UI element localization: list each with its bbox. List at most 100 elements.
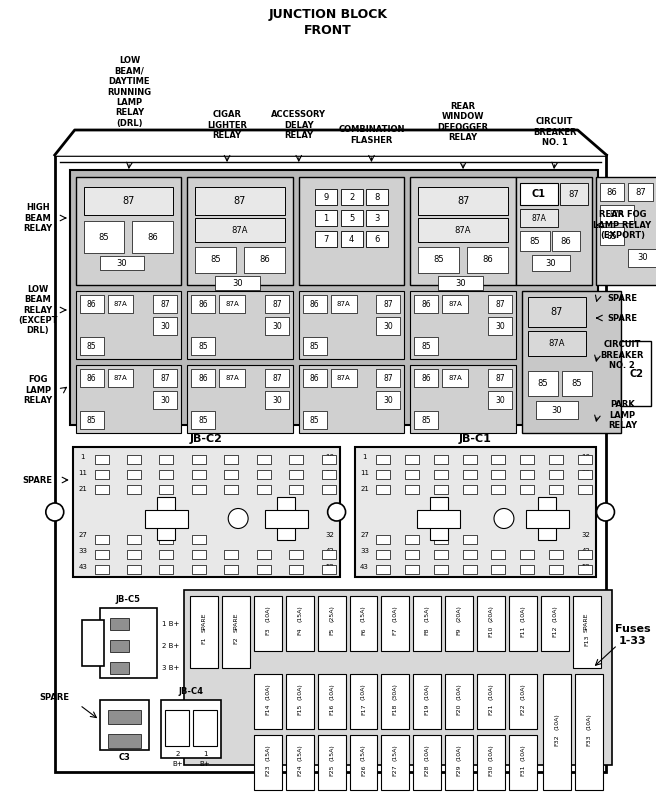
Circle shape — [494, 508, 514, 528]
Polygon shape — [55, 130, 606, 155]
Bar — [257, 485, 271, 494]
Text: 11: 11 — [78, 470, 87, 476]
Bar — [331, 295, 357, 313]
Text: 86: 86 — [606, 188, 617, 196]
Text: 43: 43 — [360, 564, 369, 570]
Bar — [520, 550, 534, 559]
Bar — [543, 674, 571, 790]
Bar — [376, 485, 390, 494]
Bar — [577, 485, 592, 494]
Bar — [549, 470, 563, 479]
Text: 30: 30 — [546, 258, 556, 268]
Bar — [159, 550, 173, 559]
Bar — [541, 596, 569, 651]
Text: JUNCTION BLOCK
FRONT: JUNCTION BLOCK FRONT — [268, 7, 387, 36]
Text: 87: 87 — [123, 196, 134, 206]
Text: 5: 5 — [349, 214, 354, 223]
Bar — [488, 317, 512, 335]
Text: 30: 30 — [455, 279, 466, 287]
Text: F15: F15 — [297, 704, 302, 715]
Text: 21: 21 — [360, 486, 369, 492]
Text: 86: 86 — [198, 374, 208, 383]
Bar — [95, 455, 109, 464]
Bar — [418, 247, 459, 273]
Bar — [405, 550, 419, 559]
Text: 2 B+: 2 B+ — [162, 643, 180, 649]
Text: 30: 30 — [160, 322, 170, 330]
Bar — [257, 470, 271, 479]
Bar — [341, 231, 362, 247]
Text: 30: 30 — [272, 322, 282, 330]
Text: 86: 86 — [148, 233, 158, 242]
Text: 85: 85 — [87, 341, 96, 351]
Text: 87: 87 — [234, 196, 246, 206]
Text: 87: 87 — [384, 374, 393, 383]
Text: 32: 32 — [581, 532, 590, 538]
Bar — [191, 369, 215, 387]
Bar — [257, 565, 271, 574]
Text: 85: 85 — [210, 256, 221, 265]
Text: F13: F13 — [584, 634, 589, 645]
Text: 7: 7 — [323, 234, 328, 243]
Bar — [549, 550, 563, 559]
Text: 4: 4 — [349, 234, 354, 243]
Bar — [445, 735, 473, 790]
Bar — [107, 295, 134, 313]
Text: 86: 86 — [87, 374, 96, 383]
Bar — [528, 371, 558, 396]
Text: 20: 20 — [581, 470, 590, 476]
Text: JB-C5: JB-C5 — [116, 596, 141, 604]
Bar — [467, 247, 508, 273]
Bar — [405, 470, 419, 479]
Text: 85: 85 — [571, 379, 582, 387]
Text: B+: B+ — [172, 761, 183, 767]
Text: 85: 85 — [198, 341, 208, 351]
Text: 87A: 87A — [232, 226, 248, 234]
Text: 87A: 87A — [225, 375, 239, 381]
Bar — [536, 401, 577, 419]
Bar — [411, 177, 516, 285]
Text: F30: F30 — [488, 765, 494, 776]
Text: F12: F12 — [552, 626, 558, 638]
Text: (15A): (15A) — [393, 744, 398, 761]
Text: (10A): (10A) — [425, 683, 430, 700]
Bar — [415, 295, 438, 313]
Text: 85: 85 — [434, 256, 444, 265]
Bar — [434, 470, 448, 479]
Bar — [224, 485, 239, 494]
Text: (10A): (10A) — [488, 744, 494, 761]
Bar — [516, 177, 592, 285]
Bar — [415, 369, 438, 387]
Bar — [318, 674, 345, 729]
Text: 42: 42 — [581, 548, 590, 554]
Bar — [76, 177, 181, 285]
Bar — [376, 369, 401, 387]
Bar — [600, 183, 625, 201]
Bar — [520, 183, 558, 205]
Bar — [376, 295, 401, 313]
Bar — [302, 411, 327, 429]
Bar — [322, 550, 335, 559]
Bar — [165, 710, 189, 746]
Bar — [286, 596, 314, 651]
Bar — [418, 187, 508, 215]
Bar — [254, 674, 282, 729]
Bar — [405, 485, 419, 494]
Bar — [55, 155, 606, 772]
Text: F32: F32 — [554, 734, 559, 746]
Text: (25A): (25A) — [329, 605, 334, 622]
Bar — [445, 674, 473, 729]
Text: 26: 26 — [325, 486, 334, 492]
Text: F11: F11 — [521, 626, 525, 638]
Text: 87: 87 — [384, 299, 393, 309]
Text: (10A): (10A) — [521, 605, 525, 622]
Text: F25: F25 — [329, 765, 334, 776]
Text: F27: F27 — [393, 765, 398, 776]
Text: 87A: 87A — [531, 214, 546, 223]
Text: SPARE: SPARE — [40, 694, 70, 703]
Text: 1: 1 — [80, 454, 85, 460]
Text: 87A: 87A — [113, 375, 127, 381]
Bar — [302, 295, 327, 313]
Bar — [434, 485, 448, 494]
Text: 86: 86 — [310, 374, 320, 383]
